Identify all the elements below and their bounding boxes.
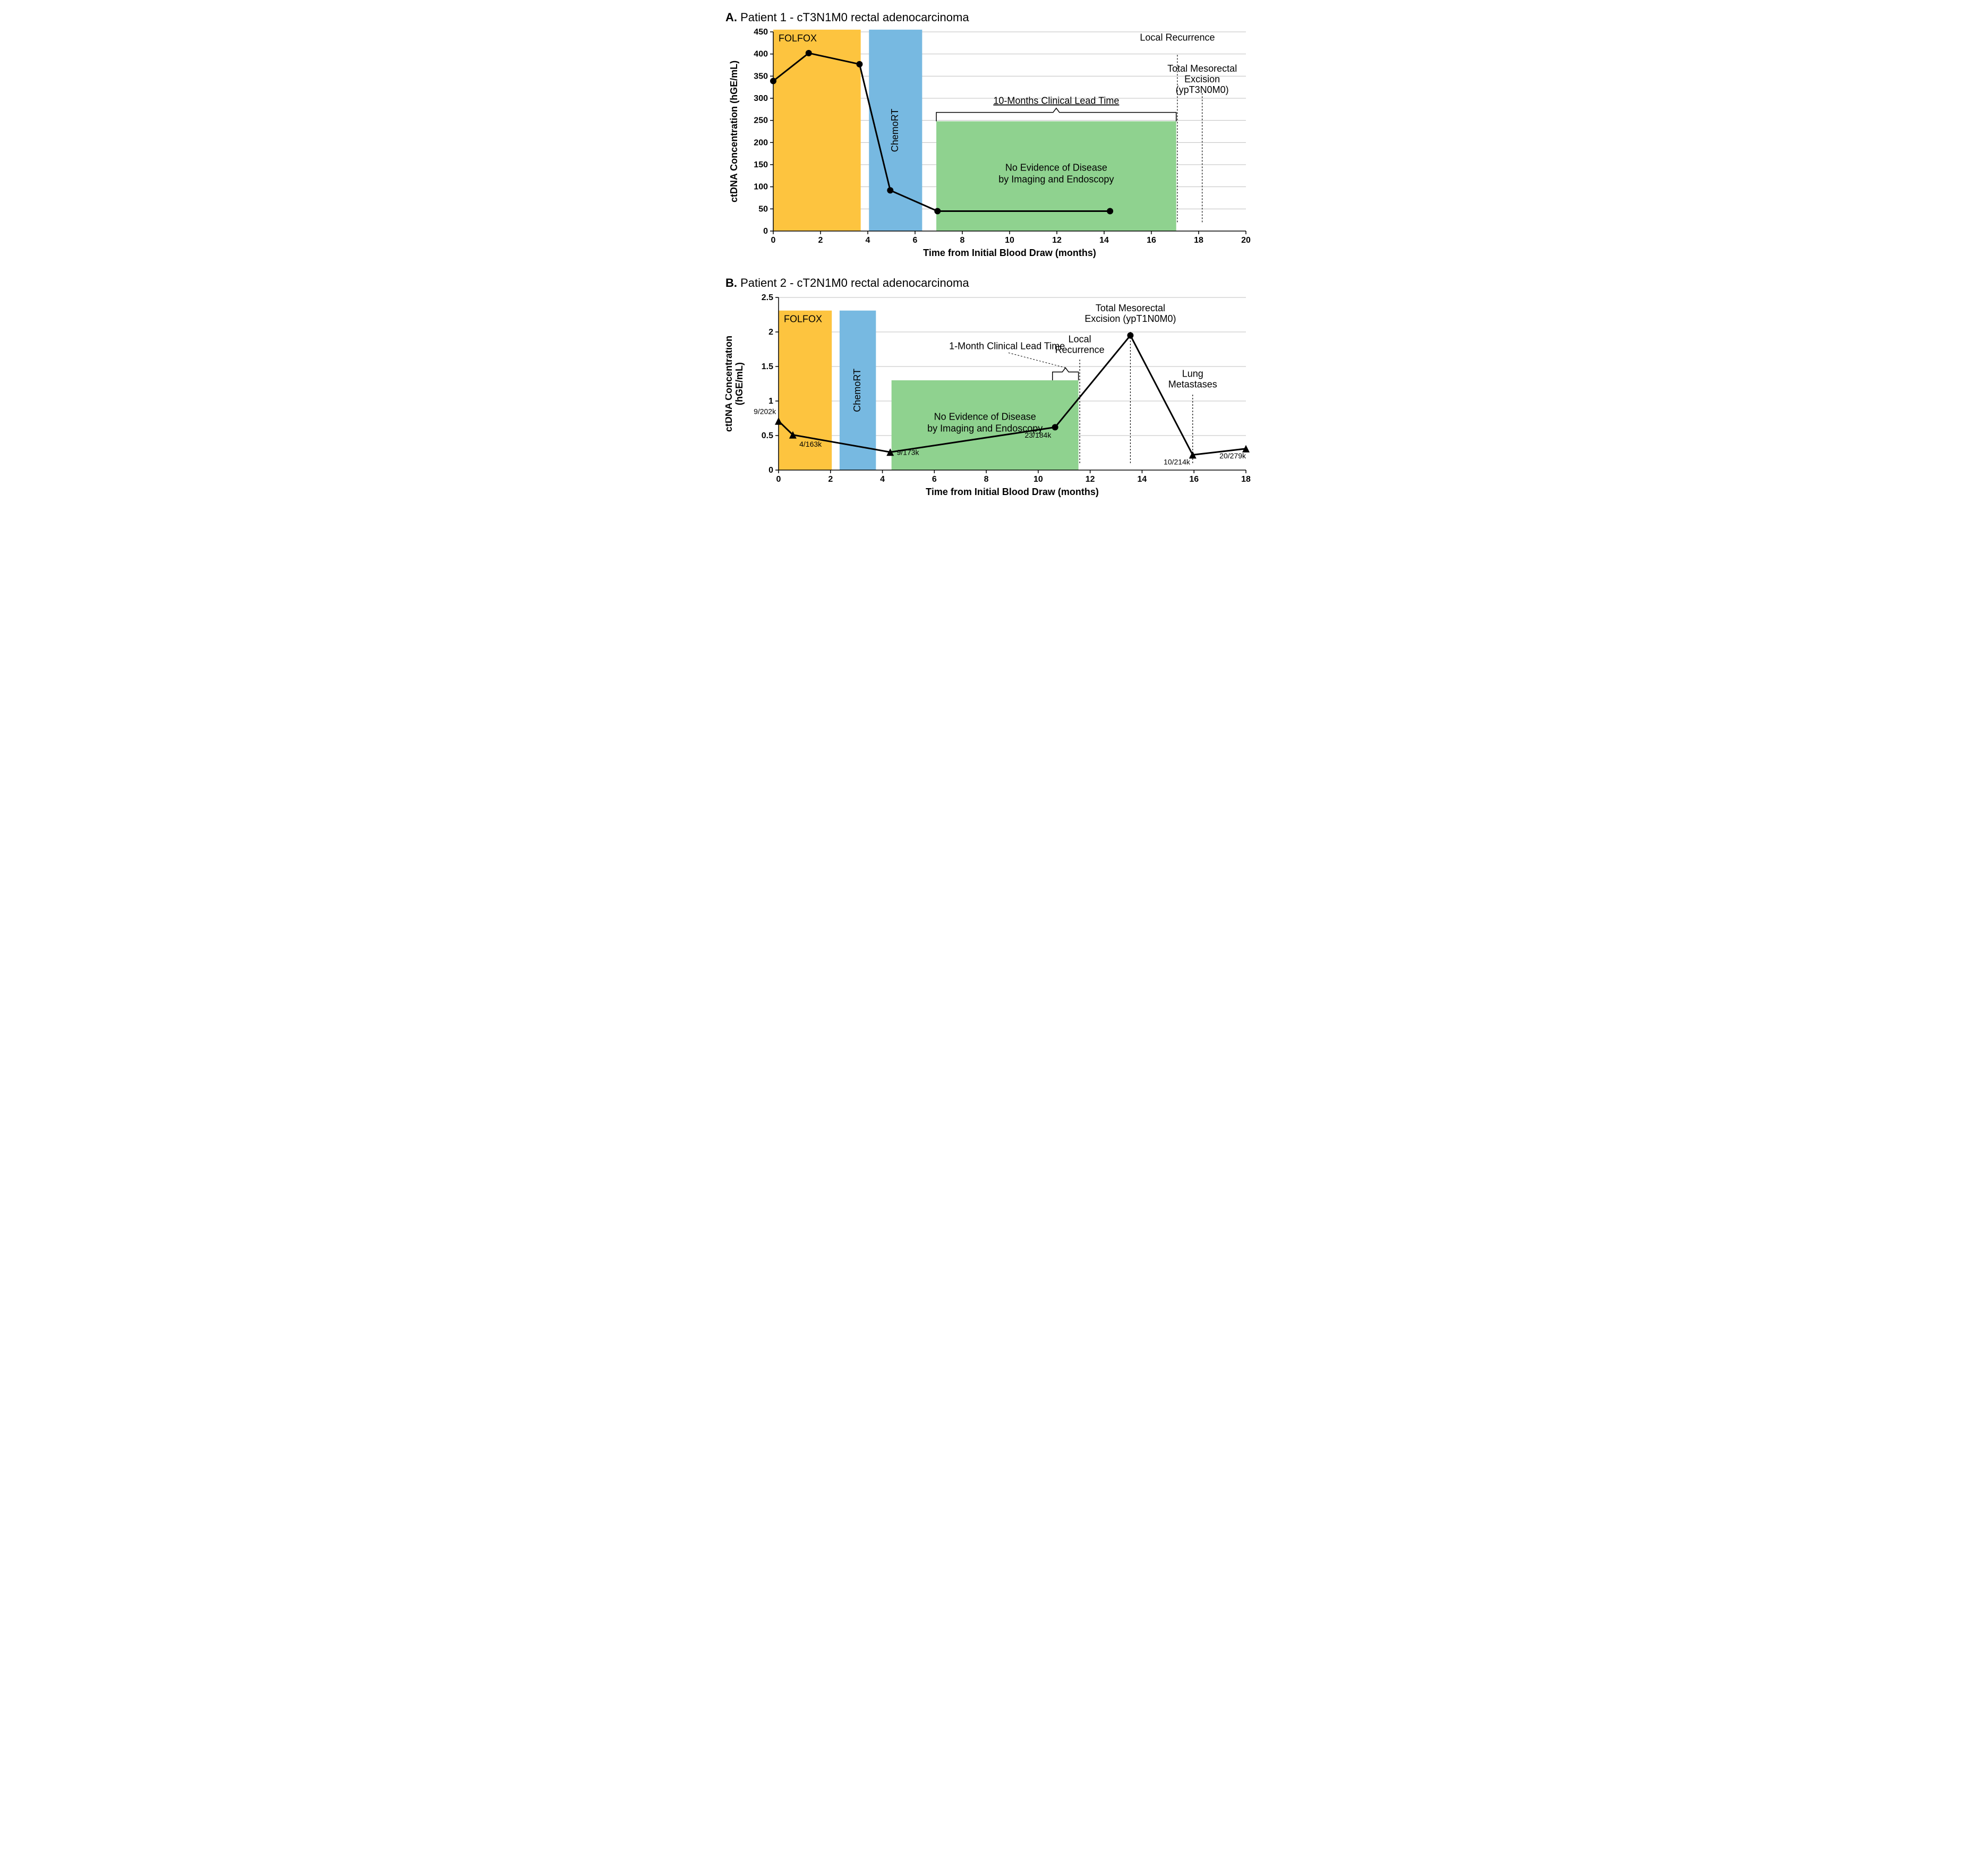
svg-text:LocalRecurrence: LocalRecurrence — [1055, 334, 1105, 355]
svg-text:16: 16 — [1189, 475, 1199, 484]
svg-text:9/202k: 9/202k — [754, 407, 776, 416]
svg-text:2: 2 — [828, 475, 833, 484]
svg-text:18: 18 — [1241, 475, 1251, 484]
svg-text:10-Months Clinical Lead Time: 10-Months Clinical Lead Time — [993, 96, 1119, 106]
svg-text:10: 10 — [1005, 236, 1014, 245]
svg-text:ChemoRT: ChemoRT — [852, 369, 862, 412]
svg-text:100: 100 — [754, 183, 768, 192]
svg-text:0: 0 — [763, 227, 768, 236]
svg-text:6: 6 — [913, 236, 918, 245]
panel-a-title: A. Patient 1 - cT3N1M0 rectal adenocarci… — [725, 11, 1257, 24]
svg-text:12: 12 — [1052, 236, 1062, 245]
svg-text:16: 16 — [1147, 236, 1156, 245]
svg-text:2: 2 — [818, 236, 823, 245]
panel-b: B. Patient 2 - cT2N1M0 rectal adenocarci… — [725, 276, 1257, 499]
svg-text:Total MesorectalExcision (ypT1: Total MesorectalExcision (ypT1N0M0) — [1084, 303, 1176, 324]
svg-text:4/163k: 4/163k — [799, 440, 822, 448]
svg-text:FOLFOX: FOLFOX — [784, 314, 822, 325]
svg-text:250: 250 — [754, 116, 768, 125]
svg-text:350: 350 — [754, 72, 768, 81]
svg-text:1.5: 1.5 — [762, 362, 773, 371]
svg-text:20: 20 — [1241, 236, 1251, 245]
svg-text:FOLFOX: FOLFOX — [779, 33, 817, 44]
svg-text:18: 18 — [1194, 236, 1203, 245]
svg-text:0: 0 — [768, 466, 773, 475]
svg-text:12: 12 — [1086, 475, 1095, 484]
svg-text:1: 1 — [768, 397, 773, 406]
svg-text:2.5: 2.5 — [762, 293, 773, 302]
panel-b-title: B. Patient 2 - cT2N1M0 rectal adenocarci… — [725, 276, 1257, 290]
svg-text:10/214k: 10/214k — [1164, 458, 1191, 466]
panel-b-letter: B. — [725, 276, 737, 289]
svg-text:14: 14 — [1099, 236, 1109, 245]
svg-text:23/184k: 23/184k — [1025, 431, 1052, 439]
svg-text:4: 4 — [880, 475, 885, 484]
svg-text:10: 10 — [1033, 475, 1043, 484]
svg-text:450: 450 — [754, 28, 768, 37]
panel-b-chart: FOLFOXChemoRTNo Evidence of Diseaseby Im… — [725, 292, 1257, 499]
panel-b-title-text: Patient 2 - cT2N1M0 rectal adenocarcinom… — [740, 276, 969, 289]
svg-text:4: 4 — [866, 236, 870, 245]
svg-text:Time from Initial Blood Draw (: Time from Initial Blood Draw (months) — [923, 248, 1096, 258]
panel-a: A. Patient 1 - cT3N1M0 rectal adenocarci… — [725, 11, 1257, 260]
svg-text:2: 2 — [768, 328, 773, 337]
svg-text:Total MesorectalExcision(ypT3N: Total MesorectalExcision(ypT3N0M0) — [1167, 63, 1237, 95]
svg-text:6: 6 — [932, 475, 937, 484]
figure: A. Patient 1 - cT3N1M0 rectal adenocarci… — [725, 11, 1257, 499]
svg-text:150: 150 — [754, 160, 768, 169]
svg-text:0.5: 0.5 — [762, 431, 773, 440]
svg-text:0: 0 — [771, 236, 776, 245]
svg-text:Local Recurrence: Local Recurrence — [1140, 32, 1215, 43]
svg-text:20/279k: 20/279k — [1219, 451, 1246, 460]
svg-text:ctDNA Concentration(hGE/mL): ctDNA Concentration(hGE/mL) — [725, 336, 745, 432]
svg-text:ctDNA Concentration (hGE/mL): ctDNA Concentration (hGE/mL) — [729, 61, 739, 202]
svg-text:0: 0 — [776, 475, 781, 484]
svg-text:400: 400 — [754, 50, 768, 59]
svg-text:50: 50 — [758, 204, 768, 214]
svg-text:200: 200 — [754, 138, 768, 147]
svg-text:LungMetastases: LungMetastases — [1168, 369, 1217, 390]
svg-text:8: 8 — [984, 475, 989, 484]
svg-text:300: 300 — [754, 94, 768, 103]
svg-text:1-Month Clinical Lead Time: 1-Month Clinical Lead Time — [949, 341, 1065, 352]
svg-text:14: 14 — [1138, 475, 1147, 484]
panel-a-title-text: Patient 1 - cT3N1M0 rectal adenocarcinom… — [740, 11, 969, 24]
svg-text:ChemoRT: ChemoRT — [890, 109, 900, 152]
svg-text:8: 8 — [960, 236, 965, 245]
svg-text:9/173k: 9/173k — [896, 448, 919, 456]
panel-a-letter: A. — [725, 11, 737, 24]
svg-text:Time from Initial Blood Draw (: Time from Initial Blood Draw (months) — [926, 487, 1099, 497]
panel-a-chart: FOLFOXChemoRTNo Evidence of Diseaseby Im… — [725, 27, 1257, 260]
